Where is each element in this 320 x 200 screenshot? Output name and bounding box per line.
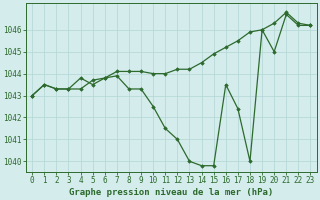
X-axis label: Graphe pression niveau de la mer (hPa): Graphe pression niveau de la mer (hPa)	[69, 188, 274, 197]
